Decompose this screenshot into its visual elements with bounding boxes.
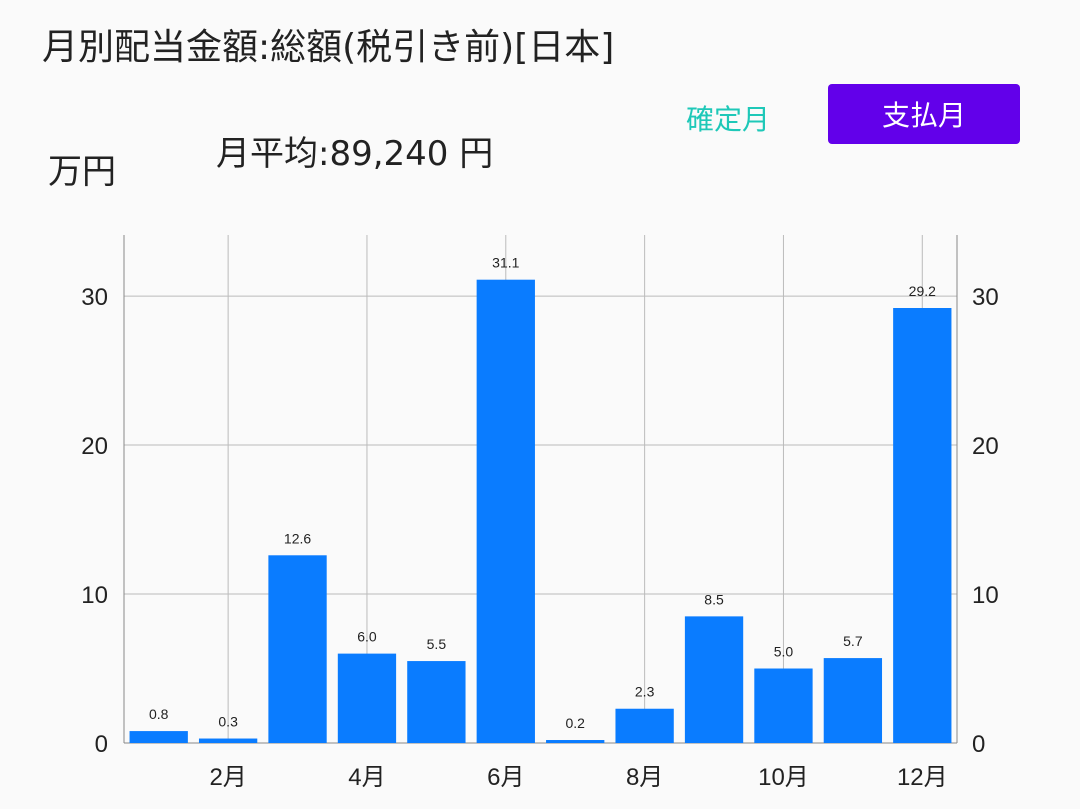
y-tick-left: 0 [95,731,108,758]
x-tick-label: 4月 [348,764,385,791]
data-label: 0.3 [218,714,238,730]
data-label: 0.2 [565,715,585,731]
tab-payment-month[interactable]: 支払月 [828,84,1020,144]
data-label: 31.1 [492,255,519,271]
monthly-average: 月平均:89,240 円 [216,134,494,174]
data-label: 2.3 [635,684,655,700]
data-label: 12.6 [284,530,311,546]
bar-8月 [615,708,674,743]
bar-5月 [407,661,466,743]
data-label: 5.5 [427,636,447,652]
x-tick-label: 8月 [626,764,663,791]
bar-9月 [684,616,744,743]
y-tick-right: 30 [972,284,999,311]
data-label: 5.0 [774,644,794,660]
bar-11月 [823,658,883,743]
x-tick-label: 10月 [758,764,809,791]
y-tick-right: 0 [972,731,985,758]
bar-7月 [546,740,605,743]
y-tick-left: 10 [81,582,108,609]
y-tick-left: 30 [81,284,108,311]
bar-3月 [268,555,327,743]
data-label: 8.5 [704,591,724,607]
y-tick-left: 20 [81,433,108,460]
y-axis-unit: 万円 [48,152,116,192]
bar-4月 [337,653,397,743]
data-label: 0.8 [149,706,169,722]
tab-confirmed-month[interactable]: 確定月 [686,103,771,136]
y-tick-right: 10 [972,582,999,609]
bar-6月 [476,279,535,743]
data-label: 6.0 [357,629,377,645]
bar-1月 [129,731,188,743]
x-tick-label: 6月 [487,764,524,791]
bar-2月 [198,738,258,743]
bar-10月 [754,668,813,743]
x-tick-label: 12月 [897,764,948,791]
x-tick-label: 2月 [209,764,246,791]
data-label: 5.7 [843,633,863,649]
y-tick-right: 20 [972,433,999,460]
chart-title: 月別配当金額:総額(税引き前)[日本] [42,27,615,68]
data-label: 29.2 [909,283,936,299]
bar-12月 [893,307,952,743]
